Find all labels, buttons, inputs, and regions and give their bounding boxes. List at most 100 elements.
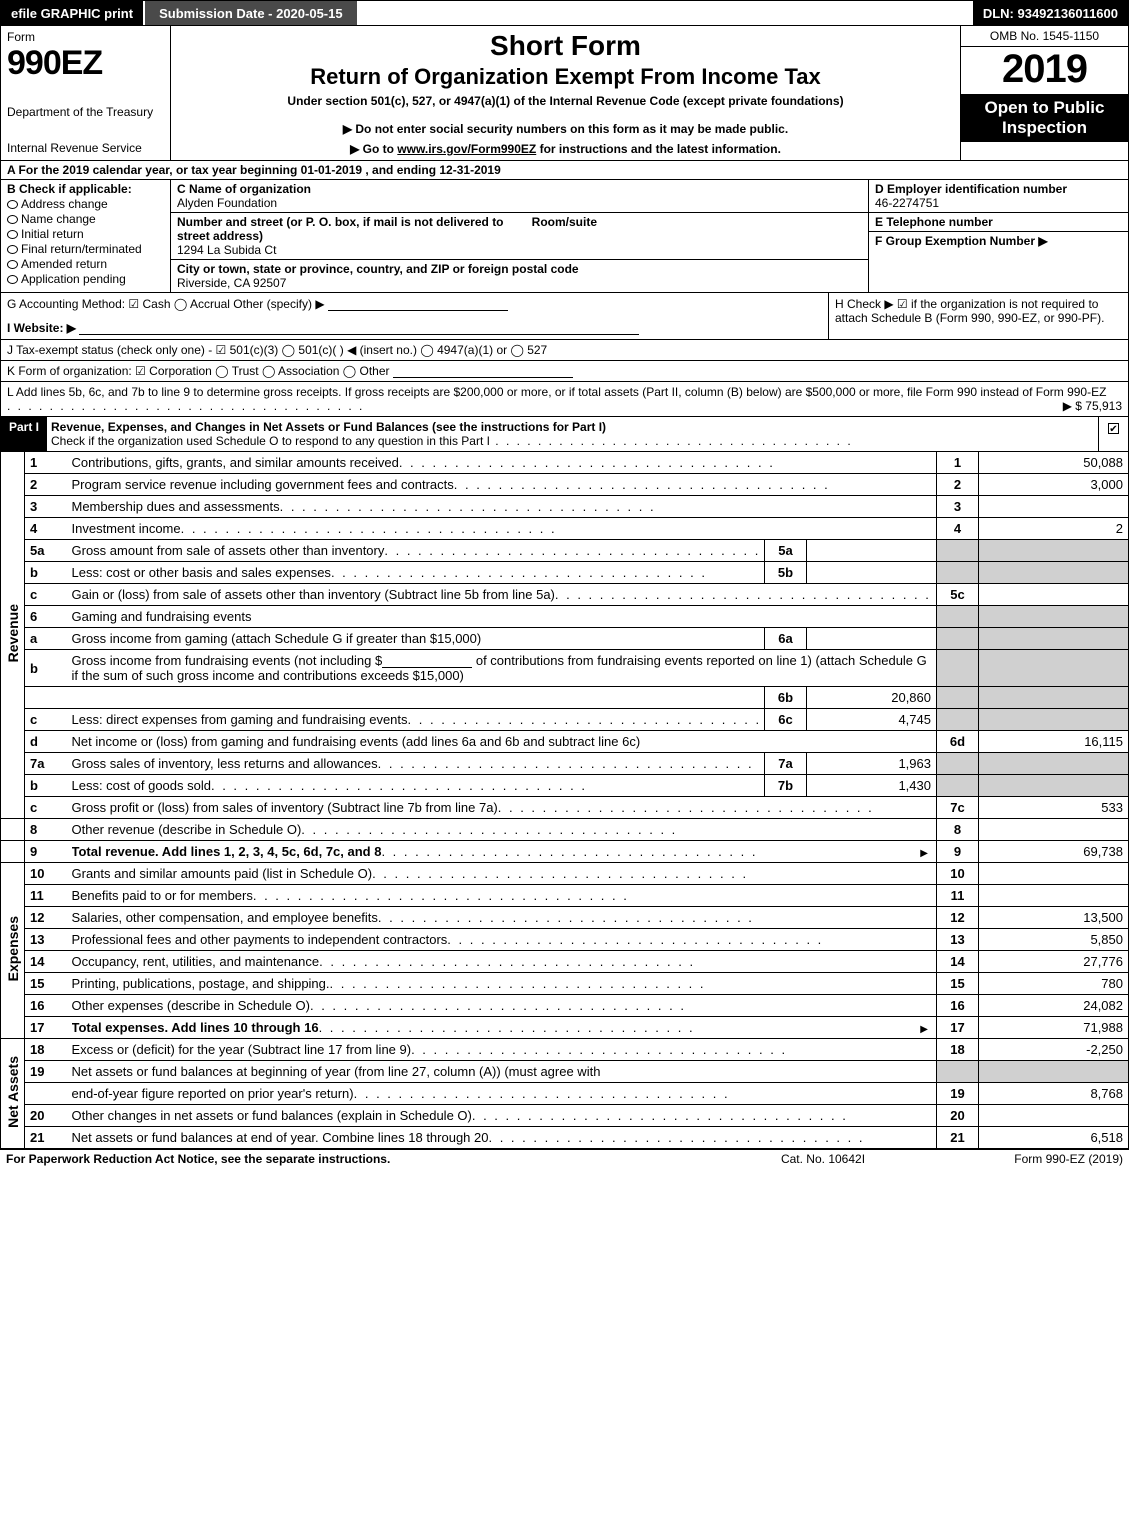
- chk-application-pending[interactable]: Application pending: [7, 272, 164, 286]
- goto-post: for instructions and the latest informat…: [536, 142, 781, 156]
- line-6d-desc: Net income or (loss) from gaming and fun…: [72, 734, 641, 749]
- line-12-desc: Salaries, other compensation, and employ…: [72, 910, 378, 925]
- d-label: D Employer identification number: [875, 182, 1122, 196]
- chk-initial-return[interactable]: Initial return: [7, 227, 164, 241]
- line-6d-val: 16,115: [979, 731, 1129, 753]
- line-5a-desc: Gross amount from sale of assets other t…: [72, 543, 385, 558]
- return-title: Return of Organization Exempt From Incom…: [179, 64, 952, 90]
- line-2-val: 3,000: [979, 474, 1129, 496]
- line-13-desc: Professional fees and other payments to …: [72, 932, 448, 947]
- line-7a-desc: Gross sales of inventory, less returns a…: [72, 756, 378, 771]
- line-11-desc: Benefits paid to or for members: [72, 888, 253, 903]
- line-16-val: 24,082: [979, 995, 1129, 1017]
- row-a-tax-year: A For the 2019 calendar year, or tax yea…: [0, 161, 1129, 180]
- part-i-title: Revenue, Expenses, and Changes in Net As…: [51, 420, 606, 434]
- dept-treasury: Department of the Treasury: [7, 105, 164, 119]
- line-12-val: 13,500: [979, 907, 1129, 929]
- line-5b-desc: Less: cost or other basis and sales expe…: [72, 565, 331, 580]
- e-label: E Telephone number: [875, 215, 1122, 229]
- line-5c-val: [979, 584, 1129, 606]
- line-3-val: [979, 496, 1129, 518]
- line-2-desc: Program service revenue including govern…: [72, 477, 454, 492]
- chk-final-return[interactable]: Final return/terminated: [7, 242, 164, 256]
- i-website-label: I Website: ▶: [7, 321, 76, 335]
- row-l: L Add lines 5b, 6c, and 7b to line 9 to …: [0, 382, 1129, 417]
- line-21-val: 6,518: [979, 1127, 1129, 1149]
- chk-name-change[interactable]: Name change: [7, 212, 164, 226]
- line-4-val: 2: [979, 518, 1129, 540]
- line-14-val: 27,776: [979, 951, 1129, 973]
- c-addr-label: Number and street (or P. O. box, if mail…: [177, 215, 532, 243]
- efile-print[interactable]: efile GRAPHIC print: [1, 1, 143, 25]
- chk-amended-return[interactable]: Amended return: [7, 257, 164, 271]
- line-1-val: 50,088: [979, 452, 1129, 474]
- line-20-val: [979, 1105, 1129, 1127]
- line-21-desc: Net assets or fund balances at end of ye…: [72, 1130, 489, 1145]
- line-7a-val: 1,963: [807, 753, 937, 775]
- part-i-checkbox[interactable]: [1098, 417, 1128, 451]
- line-8-val: [979, 819, 1129, 841]
- line-18-val: -2,250: [979, 1039, 1129, 1061]
- h-schedule-b: H Check ▶ ☑ if the organization is not r…: [828, 293, 1128, 339]
- tax-year: 2019: [961, 47, 1128, 94]
- line-6-desc: Gaming and fundraising events: [67, 606, 937, 628]
- line-6c-desc: Less: direct expenses from gaming and fu…: [72, 712, 408, 727]
- form-number: 990EZ: [7, 44, 164, 83]
- c-city-label: City or town, state or province, country…: [177, 262, 597, 276]
- g-accounting-method: G Accounting Method: ☑ Cash ◯ Accrual Ot…: [7, 297, 822, 311]
- line-7b-val: 1,430: [807, 775, 937, 797]
- block-bcdef: B Check if applicable: Address change Na…: [0, 180, 1129, 293]
- f-label: F Group Exemption Number ▶: [875, 234, 1122, 248]
- line-6a-desc: Gross income from gaming (attach Schedul…: [72, 631, 482, 646]
- part-i-header: Part I Revenue, Expenses, and Changes in…: [0, 417, 1129, 452]
- lines-table: Revenue 1 Contributions, gifts, grants, …: [0, 452, 1129, 1149]
- goto-link[interactable]: www.irs.gov/Form990EZ: [397, 142, 536, 156]
- goto-pre: ▶ Go to: [350, 142, 397, 156]
- top-bar: efile GRAPHIC print Submission Date - 20…: [0, 0, 1129, 26]
- ein: 46-2274751: [875, 196, 1122, 210]
- line-3-desc: Membership dues and assessments: [72, 499, 280, 514]
- under-section: Under section 501(c), 527, or 4947(a)(1)…: [179, 94, 952, 108]
- submission-date: Submission Date - 2020-05-15: [143, 1, 357, 25]
- part-i-note: Check if the organization used Schedule …: [51, 434, 490, 448]
- line-9-val: 69,738: [979, 841, 1129, 863]
- col-c: C Name of organization Alyden Foundation…: [171, 180, 868, 292]
- line-17-val: 71,988: [979, 1017, 1129, 1039]
- l-text: L Add lines 5b, 6c, and 7b to line 9 to …: [7, 385, 1106, 399]
- room-suite-label: Room/suite: [532, 215, 597, 243]
- header-right: OMB No. 1545-1150 2019 Open to Public In…: [960, 26, 1128, 160]
- page-footer: For Paperwork Reduction Act Notice, see …: [0, 1149, 1129, 1168]
- line-7b-desc: Less: cost of goods sold: [72, 778, 211, 793]
- website-input[interactable]: [79, 321, 639, 335]
- line-13-val: 5,850: [979, 929, 1129, 951]
- side-expenses: Expenses: [1, 863, 25, 1039]
- spacer: [357, 1, 973, 25]
- line-19a-desc: Net assets or fund balances at beginning…: [67, 1061, 937, 1083]
- open-to-public: Open to Public Inspection: [961, 94, 1128, 142]
- omb-number: OMB No. 1545-1150: [961, 26, 1128, 47]
- ssn-warning: ▶ Do not enter social security numbers o…: [179, 122, 952, 136]
- form-label: Form: [7, 30, 164, 44]
- line-9-desc: Total revenue. Add lines 1, 2, 3, 4, 5c,…: [72, 844, 382, 859]
- header-center: Short Form Return of Organization Exempt…: [171, 26, 960, 160]
- footer-left: For Paperwork Reduction Act Notice, see …: [6, 1152, 723, 1166]
- k-form-org: K Form of organization: ☑ Corporation ◯ …: [7, 364, 390, 378]
- c-name-label: C Name of organization: [177, 182, 597, 196]
- line-4-desc: Investment income: [72, 521, 181, 536]
- footer-right: Form 990-EZ (2019): [923, 1152, 1123, 1166]
- line-18-desc: Excess or (deficit) for the year (Subtra…: [72, 1042, 412, 1057]
- form-header: Form 990EZ Department of the Treasury In…: [0, 26, 1129, 161]
- short-form-title: Short Form: [179, 30, 952, 62]
- j-tax-exempt: J Tax-exempt status (check only one) - ☑…: [7, 343, 547, 357]
- row-gh: G Accounting Method: ☑ Cash ◯ Accrual Ot…: [0, 293, 1129, 340]
- line-17-desc: Total expenses. Add lines 10 through 16: [72, 1020, 319, 1035]
- line-15-val: 780: [979, 973, 1129, 995]
- dln: DLN: 93492136011600: [973, 1, 1128, 25]
- line-6b-desc: Gross income from fundraising events (no…: [67, 650, 937, 687]
- line-11-val: [979, 885, 1129, 907]
- line-5b-val: [807, 562, 937, 584]
- line-10-desc: Grants and similar amounts paid (list in…: [72, 866, 373, 881]
- line-14-desc: Occupancy, rent, utilities, and maintena…: [72, 954, 320, 969]
- chk-address-change[interactable]: Address change: [7, 197, 164, 211]
- line-19b-desc: end-of-year figure reported on prior yea…: [72, 1086, 354, 1101]
